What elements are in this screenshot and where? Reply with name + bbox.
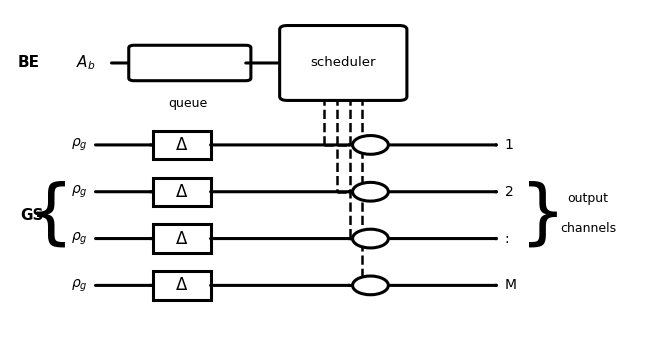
- Text: $\Delta$: $\Delta$: [175, 230, 188, 248]
- Text: $\rho_g$: $\rho_g$: [71, 184, 88, 200]
- FancyBboxPatch shape: [153, 271, 211, 300]
- Text: $\rho_g$: $\rho_g$: [71, 231, 88, 247]
- Text: queue: queue: [168, 97, 208, 109]
- Text: :: :: [505, 232, 510, 245]
- Text: $\rho_g$: $\rho_g$: [71, 277, 88, 293]
- Text: channels: channels: [560, 222, 616, 235]
- Text: scheduler: scheduler: [310, 56, 376, 69]
- FancyBboxPatch shape: [280, 26, 407, 100]
- FancyBboxPatch shape: [153, 224, 211, 253]
- Text: 2: 2: [505, 185, 513, 199]
- FancyBboxPatch shape: [153, 131, 211, 159]
- Text: {: {: [28, 181, 74, 250]
- Text: M: M: [505, 278, 517, 292]
- Circle shape: [353, 182, 388, 201]
- Text: BE: BE: [17, 55, 39, 70]
- Circle shape: [353, 136, 388, 154]
- Circle shape: [353, 276, 388, 295]
- Text: GS: GS: [20, 208, 43, 223]
- Text: }: }: [520, 181, 566, 250]
- Text: $\Delta$: $\Delta$: [175, 136, 188, 154]
- FancyBboxPatch shape: [153, 177, 211, 206]
- Text: $\rho_g$: $\rho_g$: [71, 137, 88, 153]
- FancyBboxPatch shape: [129, 45, 251, 81]
- Text: $\Delta$: $\Delta$: [175, 183, 188, 201]
- Text: $\Delta$: $\Delta$: [175, 276, 188, 294]
- Text: 1: 1: [505, 138, 513, 152]
- Text: output: output: [568, 192, 608, 205]
- Circle shape: [353, 229, 388, 248]
- Text: $A_b$: $A_b$: [76, 54, 95, 72]
